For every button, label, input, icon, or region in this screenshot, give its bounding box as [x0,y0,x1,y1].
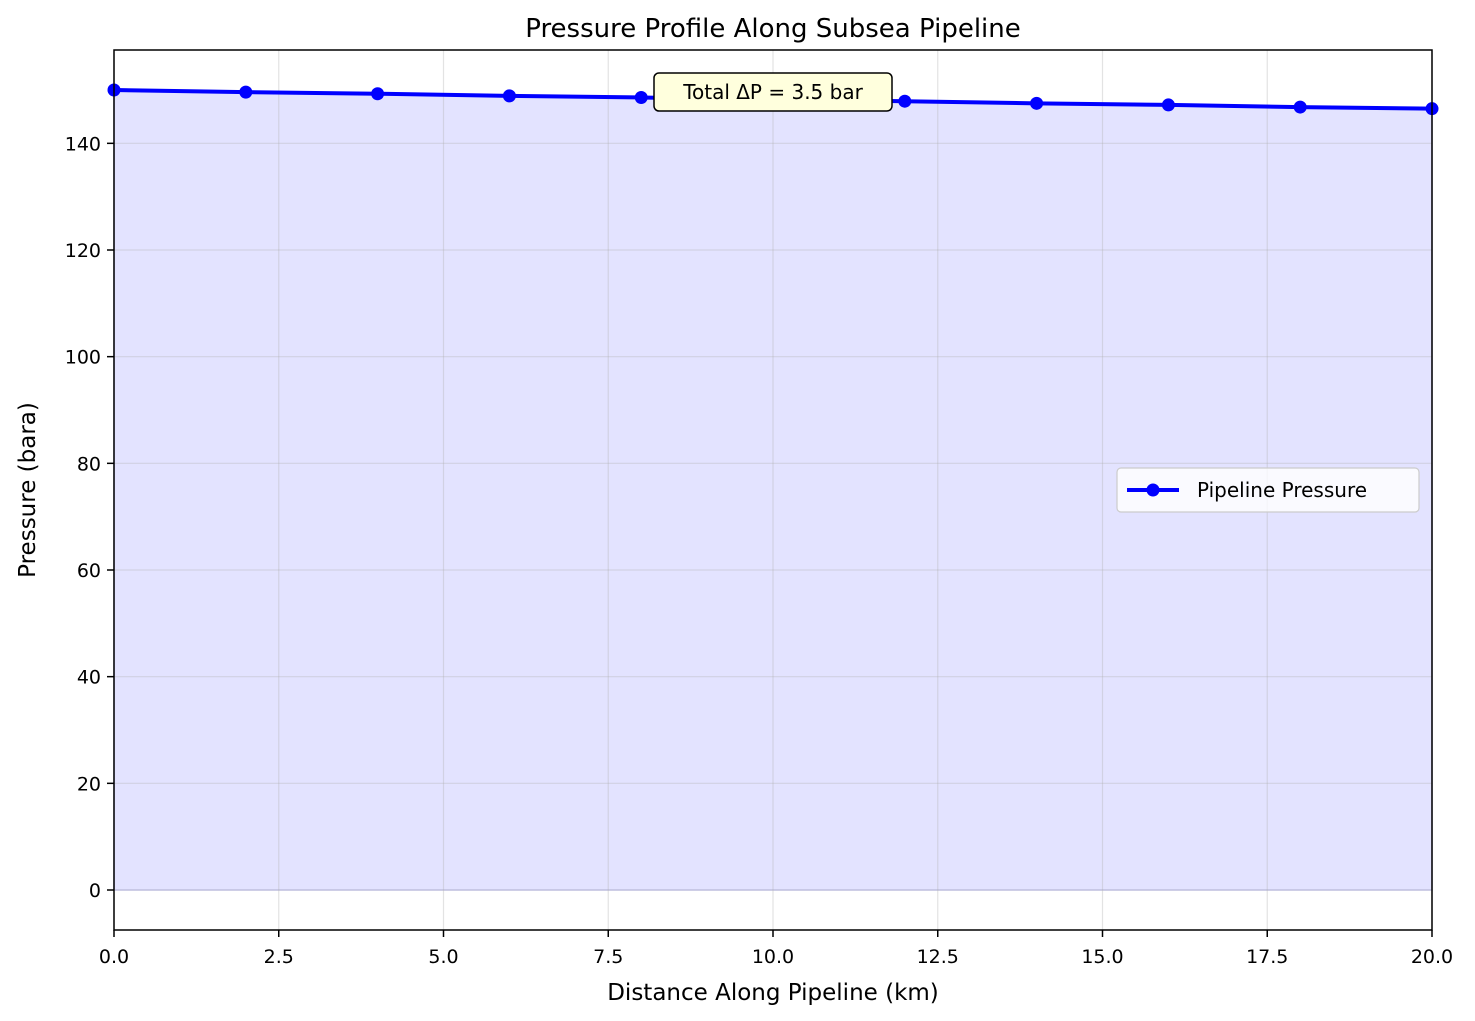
annotation-box [653,72,893,112]
legend-label: Pipeline Pressure [1197,478,1367,502]
data-point [371,87,385,101]
data-point [239,85,253,99]
x-tick-label: 15.0 [1081,946,1123,968]
y-axis-title: Pressure (bara) [15,402,41,578]
legend-box [1116,467,1420,513]
legend: Pipeline Pressure [1116,467,1420,513]
y-tick-label: 60 [77,560,101,582]
data-point [898,94,912,108]
y-tick-label: 120 [65,240,101,262]
y-tick-label: 0 [89,880,101,902]
legend-marker-swatch [1146,483,1160,497]
x-tick-label: 17.5 [1246,946,1288,968]
x-tick-label: 20.0 [1411,946,1453,968]
x-axis-title: Distance Along Pipeline (km) [607,980,939,1006]
chart-title: Pressure Profile Along Subsea Pipeline [525,14,1021,44]
x-tick-label: 7.5 [593,946,623,968]
tick-layer: 0.0 2.5 5.0 7.5 10.0 12.5 15.0 17.5 20.0 0 20 40 60 8… [65,133,1453,968]
data-point [1030,96,1044,110]
x-tick-label: 2.5 [264,946,294,968]
data-point [502,89,516,103]
annotation-text: Total ΔP = 3.5 bar [682,80,863,104]
data-point [1293,100,1307,114]
y-tick-label: 100 [65,347,101,369]
data-point [1161,98,1175,112]
x-tick-label: 5.0 [428,946,458,968]
y-tick-label: 140 [65,133,101,155]
data-point [634,90,648,104]
x-tick-label: 0.0 [99,946,129,968]
total-pressure-drop-annotation: Total ΔP = 3.5 bar [653,72,893,112]
y-tick-label: 20 [77,773,101,795]
y-tick-label: 80 [77,453,101,475]
y-tick-label: 40 [77,667,101,689]
x-tick-label: 12.5 [917,946,959,968]
x-tick-label: 10.0 [752,946,794,968]
